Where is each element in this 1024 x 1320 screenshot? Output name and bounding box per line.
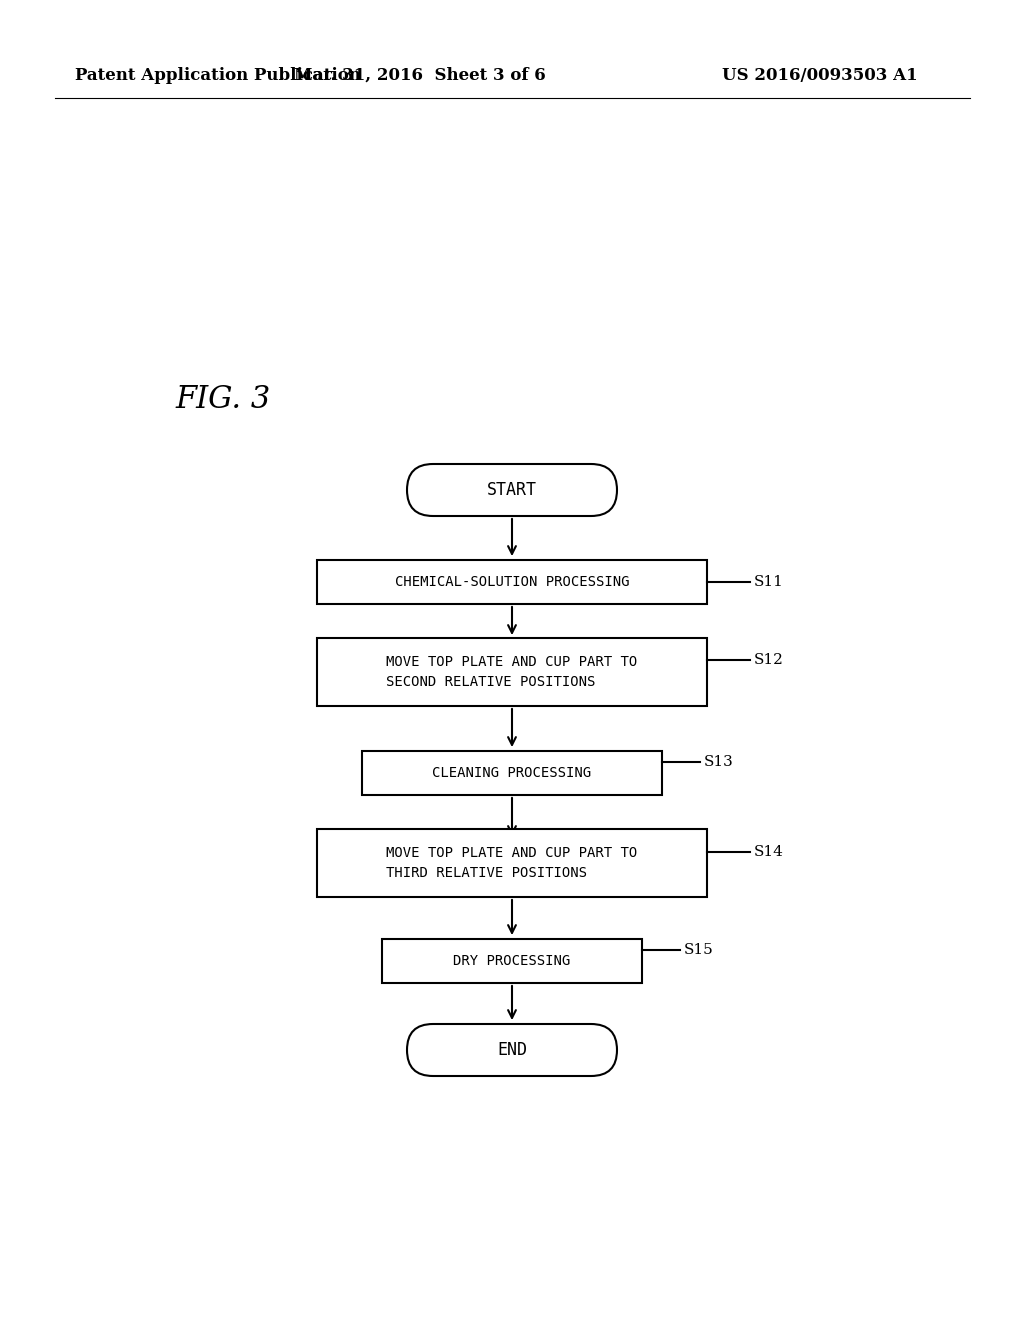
Bar (317, 829, 707, 898)
Text: Mar. 31, 2016  Sheet 3 of 6: Mar. 31, 2016 Sheet 3 of 6 (294, 66, 546, 83)
Text: S12: S12 (754, 653, 784, 667)
Text: CLEANING PROCESSING: CLEANING PROCESSING (432, 766, 592, 780)
Text: START: START (487, 480, 537, 499)
Text: END: END (497, 1041, 527, 1059)
FancyBboxPatch shape (407, 1024, 617, 1076)
Text: Patent Application Publication: Patent Application Publication (75, 66, 360, 83)
Text: S11: S11 (754, 576, 784, 589)
Bar (362, 751, 662, 795)
Text: S15: S15 (684, 942, 714, 957)
Bar (317, 638, 707, 706)
Text: FIG. 3: FIG. 3 (175, 384, 270, 416)
Bar (317, 560, 707, 605)
Text: DRY PROCESSING: DRY PROCESSING (454, 954, 570, 968)
FancyBboxPatch shape (407, 465, 617, 516)
Text: S13: S13 (705, 755, 734, 770)
Text: US 2016/0093503 A1: US 2016/0093503 A1 (722, 66, 918, 83)
Text: S14: S14 (754, 845, 784, 859)
Text: CHEMICAL-SOLUTION PROCESSING: CHEMICAL-SOLUTION PROCESSING (394, 576, 630, 589)
Text: MOVE TOP PLATE AND CUP PART TO
SECOND RELATIVE POSITIONS: MOVE TOP PLATE AND CUP PART TO SECOND RE… (386, 655, 638, 689)
Text: MOVE TOP PLATE AND CUP PART TO
THIRD RELATIVE POSITIONS: MOVE TOP PLATE AND CUP PART TO THIRD REL… (386, 846, 638, 879)
Bar (382, 939, 642, 983)
